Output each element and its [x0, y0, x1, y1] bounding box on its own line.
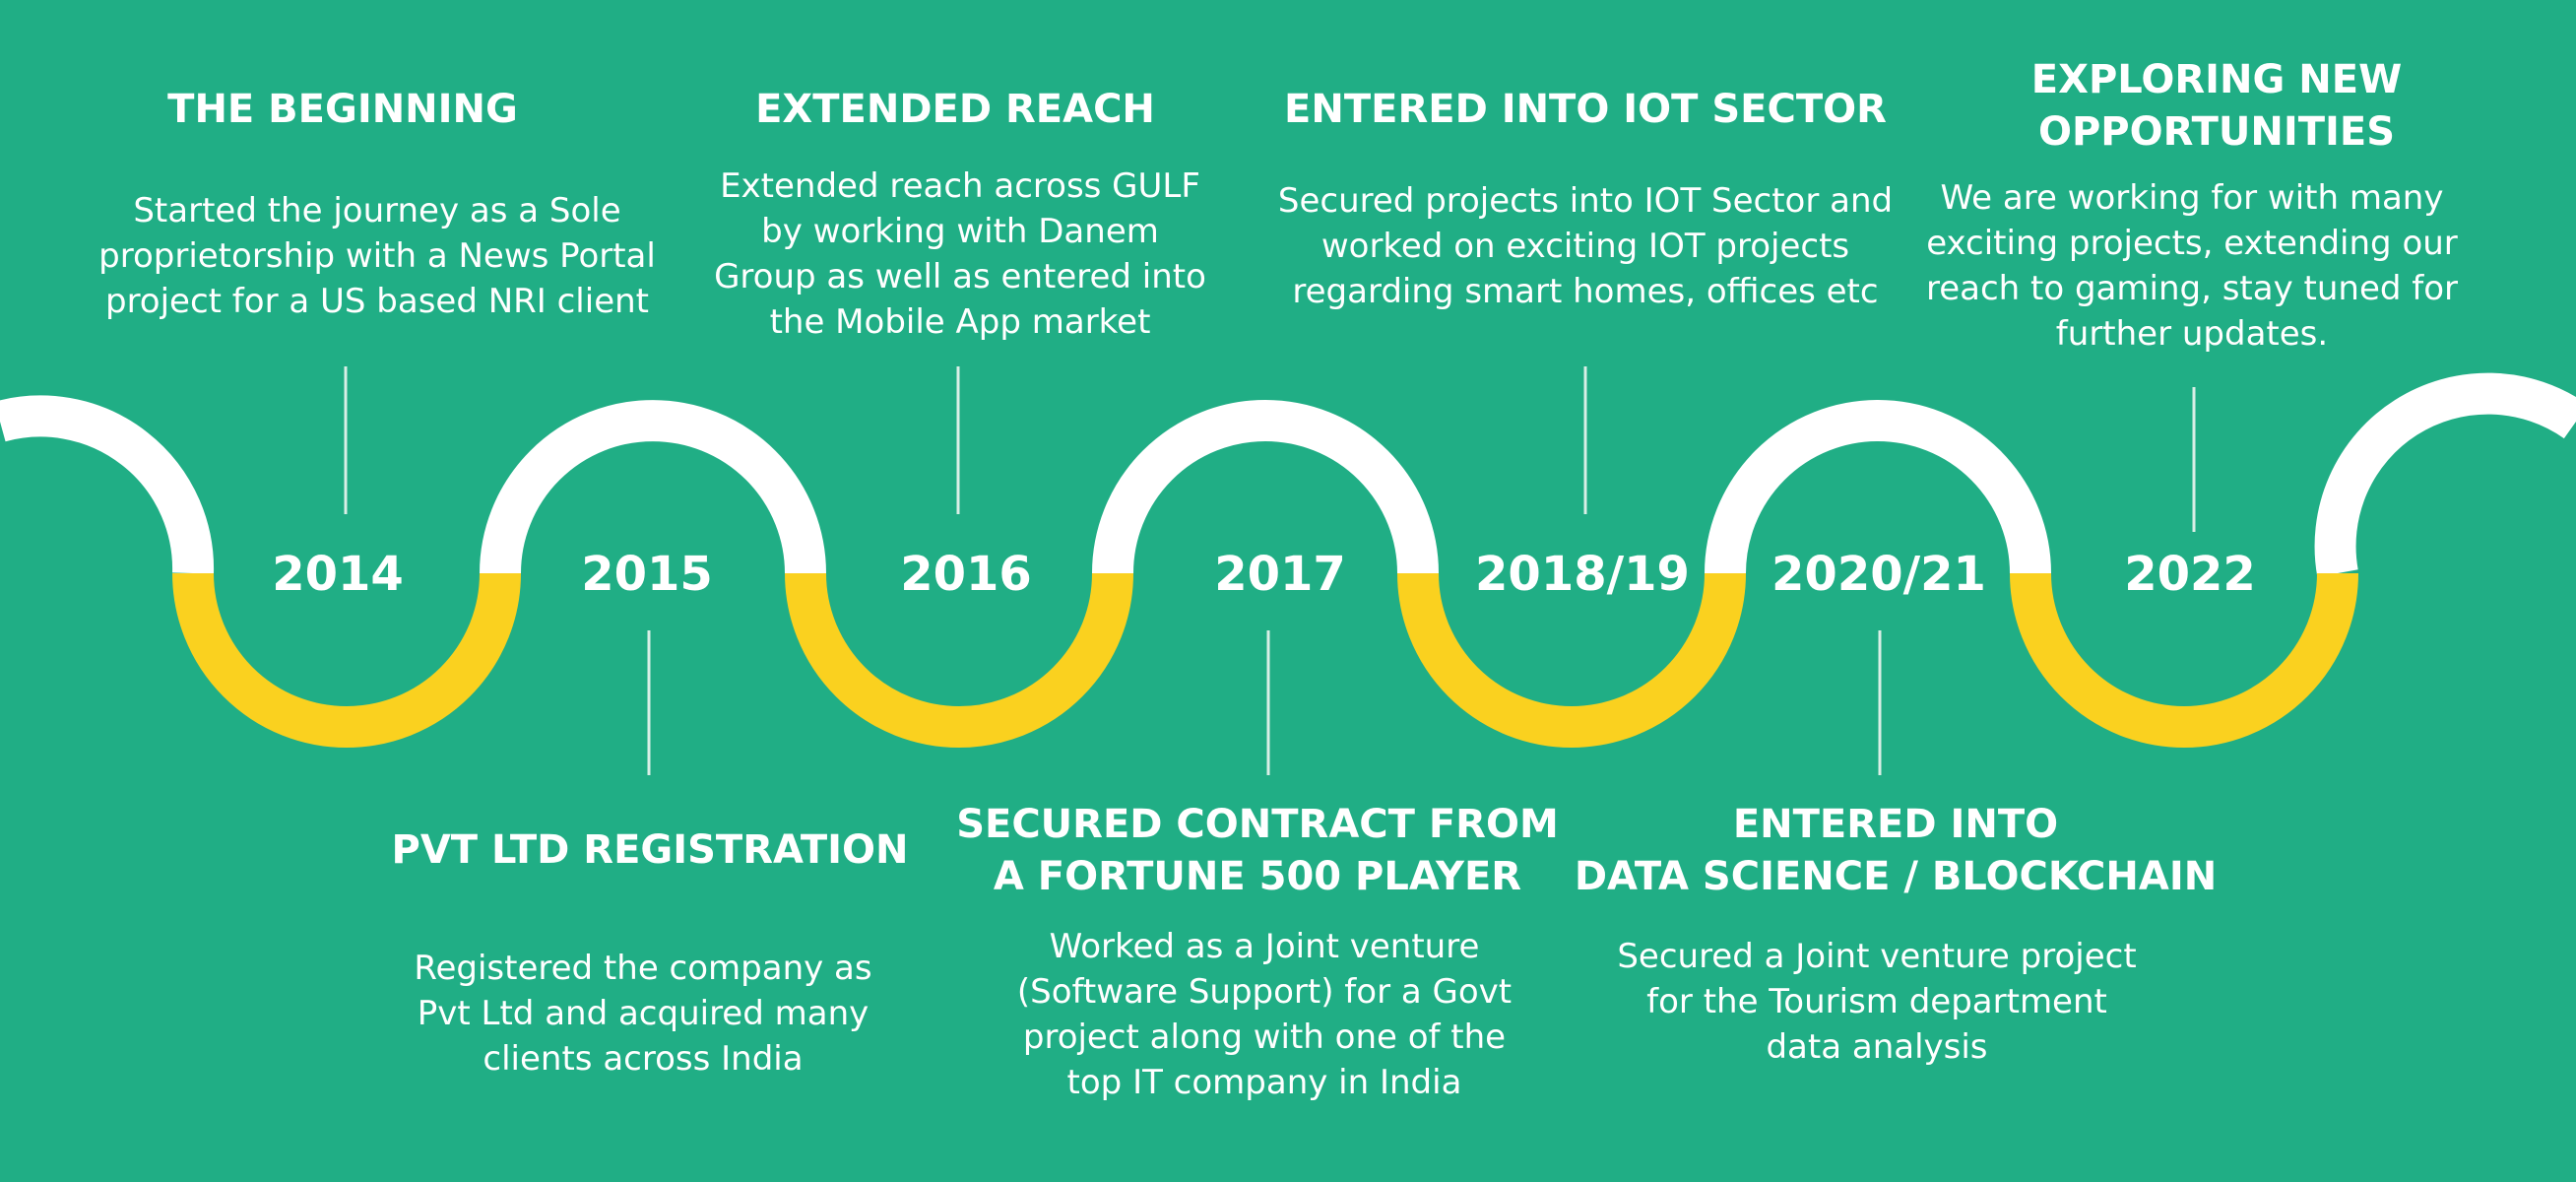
- milestone-title-2015: PVT LTD REGISTRATION: [391, 827, 909, 873]
- milestone-description-2017: Worked as a Joint venture (Software Supp…: [1016, 927, 1513, 1102]
- milestone-description-2016: Extended reach across GULF by working wi…: [714, 166, 1206, 342]
- year-label-2014: 2014: [272, 547, 404, 602]
- milestone-title-2018-19: ENTERED INTO IOT SECTOR: [1284, 87, 1887, 132]
- milestone-title-2020-21: ENTERED INTO DATA SCIENCE / BLOCKCHAIN: [1574, 802, 2218, 899]
- milestone-title-2017: SECURED CONTRACT FROM A FORTUNE 500 PLAY…: [956, 802, 1559, 899]
- milestone-description-2014: Started the journey as a Sole proprietor…: [98, 191, 656, 321]
- year-label-2018-19: 2018/19: [1475, 547, 1690, 602]
- milestone-description-2022: We are working for with many exciting pr…: [1926, 178, 2458, 354]
- year-label-2016: 2016: [900, 547, 1032, 602]
- milestone-title-2014: THE BEGINNING: [167, 87, 518, 132]
- milestone-description-2015: Registered the company as Pvt Ltd and ac…: [414, 949, 872, 1079]
- year-label-2017: 2017: [1214, 547, 1346, 602]
- milestone-description-2018-19: Secured projects into IOT Sector and wor…: [1277, 181, 1894, 311]
- milestone-title-2022: EXPLORING NEW OPPORTUNITIES: [2030, 57, 2403, 155]
- year-label-2022: 2022: [2124, 547, 2256, 602]
- milestone-title-2016: EXTENDED REACH: [755, 87, 1155, 132]
- milestone-description-2020-21: Secured a Joint venture project for the …: [1617, 937, 2137, 1067]
- year-label-2020-21: 2020/21: [1771, 547, 1986, 602]
- year-label-2015: 2015: [581, 547, 713, 602]
- wave-upper-arc-path: [0, 372, 2576, 577]
- wave-lower-arc-path: [172, 572, 2358, 748]
